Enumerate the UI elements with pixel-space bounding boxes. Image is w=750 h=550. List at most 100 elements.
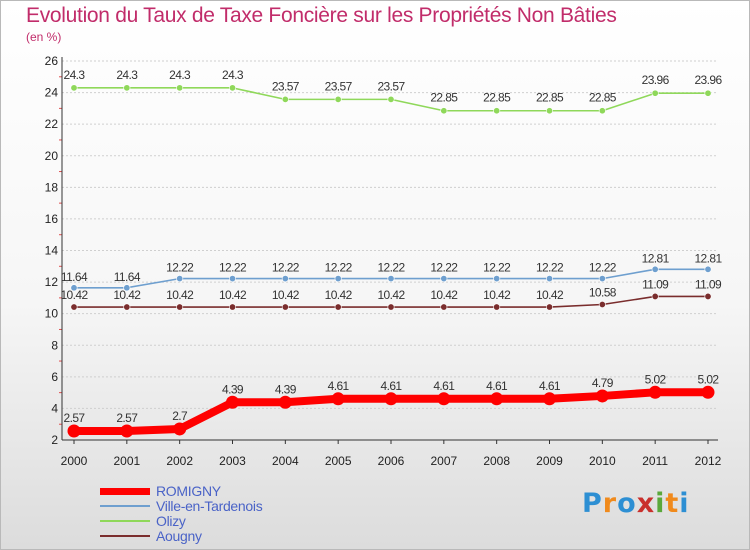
data-label-ROMIGNY: 4.61 [328, 379, 350, 393]
data-point-Aougny [493, 303, 501, 311]
data-label-Olizy: 23.57 [325, 79, 353, 93]
data-label-Ville-en-Tardenois: 12.22 [325, 261, 353, 275]
data-point-Aougny [176, 303, 184, 311]
x-tick-label: 2010 [589, 454, 616, 468]
data-point-Olizy [229, 84, 237, 92]
data-label-Ville-en-Tardenois: 12.22 [272, 261, 300, 275]
legend-swatch [100, 520, 150, 522]
data-label-Ville-en-Tardenois: 12.22 [166, 261, 194, 275]
data-point-ROMIGNY [173, 422, 187, 436]
data-label-Olizy: 23.96 [694, 73, 722, 87]
data-label-ROMIGNY: 4.61 [381, 379, 403, 393]
data-label-Aougny: 10.42 [483, 288, 511, 302]
data-label-Aougny: 10.42 [113, 288, 141, 302]
data-point-Olizy [387, 95, 395, 103]
data-label-Aougny: 10.58 [589, 286, 617, 300]
x-tick-label: 2007 [430, 454, 457, 468]
y-tick-label: 4 [51, 401, 58, 415]
data-label-Aougny: 10.42 [166, 288, 194, 302]
y-tick-label: 22 [45, 117, 59, 131]
data-label-ROMIGNY: 5.02 [645, 372, 667, 386]
data-point-Ville-en-Tardenois [387, 275, 395, 283]
data-label-Aougny: 10.42 [536, 288, 564, 302]
data-point-ROMIGNY [384, 392, 398, 406]
grid [62, 60, 718, 441]
chart-title: Evolution du Taux de Taxe Foncière sur l… [26, 4, 617, 27]
legend-swatch [100, 505, 150, 507]
x-tick-label: 2006 [378, 454, 405, 468]
data-label-Ville-en-Tardenois: 12.22 [483, 261, 511, 275]
data-label-Ville-en-Tardenois: 11.64 [61, 270, 88, 284]
data-point-Aougny [651, 292, 659, 300]
data-label-ROMIGNY: 2.7 [172, 409, 188, 423]
data-label-Olizy: 24.3 [116, 68, 138, 82]
data-label-ROMIGNY: 5.02 [698, 372, 720, 386]
data-point-ROMIGNY [331, 392, 345, 406]
data-label-Olizy: 22.85 [536, 91, 564, 105]
series-layer [67, 84, 715, 438]
data-point-Ville-en-Tardenois [598, 275, 606, 283]
data-label-Olizy: 24.3 [64, 68, 86, 82]
data-point-Ville-en-Tardenois [334, 275, 342, 283]
data-label-Olizy: 23.96 [642, 73, 670, 87]
x-tick-label: 2005 [325, 454, 352, 468]
x-tick-label: 2003 [219, 454, 246, 468]
data-point-ROMIGNY [701, 385, 715, 399]
data-label-Olizy: 23.57 [272, 79, 300, 93]
y-tick-label: 8 [51, 338, 58, 352]
x-tick-label: 2001 [113, 454, 140, 468]
data-label-ROMIGNY: 2.57 [64, 411, 86, 425]
data-label-Aougny: 11.09 [695, 277, 722, 291]
data-point-Aougny [334, 303, 342, 311]
data-label-Olizy: 24.3 [222, 68, 244, 82]
data-point-Olizy [545, 107, 553, 115]
data-label-Olizy: 23.57 [377, 79, 405, 93]
data-label-Ville-en-Tardenois: 12.22 [430, 261, 458, 275]
y-tick-label: 14 [45, 244, 59, 258]
data-point-Aougny [598, 301, 606, 309]
data-point-Aougny [281, 303, 289, 311]
data-point-Ville-en-Tardenois [281, 275, 289, 283]
data-point-ROMIGNY [490, 392, 504, 406]
y-tick-label: 24 [45, 86, 59, 100]
data-point-Aougny [440, 303, 448, 311]
data-point-Ville-en-Tardenois [70, 284, 78, 292]
data-point-Olizy [334, 95, 342, 103]
data-label-ROMIGNY: 4.61 [539, 379, 561, 393]
x-tick-label: 2004 [272, 454, 299, 468]
x-tick-label: 2009 [536, 454, 563, 468]
data-point-ROMIGNY [120, 424, 134, 438]
y-tick-label: 18 [45, 180, 59, 194]
logo-letter: i [655, 488, 666, 519]
proxiti-logo: Proxiti [582, 488, 690, 519]
data-point-Aougny [229, 303, 237, 311]
data-point-Olizy [70, 84, 78, 92]
data-label-Ville-en-Tardenois: 12.81 [642, 251, 670, 265]
data-point-Olizy [123, 84, 131, 92]
logo-letter: P [582, 488, 603, 519]
data-point-Ville-en-Tardenois [651, 265, 659, 273]
data-point-ROMIGNY [595, 389, 609, 403]
data-label-Olizy: 24.3 [169, 68, 191, 82]
data-point-Olizy [651, 89, 659, 97]
data-label-Olizy: 22.85 [589, 91, 617, 105]
data-label-Olizy: 22.85 [430, 91, 458, 105]
y-tick-label: 26 [45, 54, 59, 68]
data-point-Ville-en-Tardenois [229, 275, 237, 283]
y-tick-label: 10 [45, 307, 59, 321]
data-label-Ville-en-Tardenois: 12.81 [694, 251, 722, 265]
data-label-Aougny: 10.42 [60, 288, 88, 302]
data-point-Aougny [704, 292, 712, 300]
data-label-Ville-en-Tardenois: 12.22 [219, 261, 247, 275]
legend-swatch [100, 535, 150, 537]
data-point-Ville-en-Tardenois [176, 275, 184, 283]
y-tick-label: 20 [45, 149, 59, 163]
x-tick-label: 2002 [166, 454, 193, 468]
data-label-Aougny: 10.42 [325, 288, 353, 302]
data-label-ROMIGNY: 4.79 [592, 376, 614, 390]
x-tick-label: 2000 [61, 454, 88, 468]
data-label-ROMIGNY: 4.61 [486, 379, 508, 393]
data-point-ROMIGNY [543, 392, 556, 406]
data-label-Ville-en-Tardenois: 11.64 [114, 270, 141, 284]
